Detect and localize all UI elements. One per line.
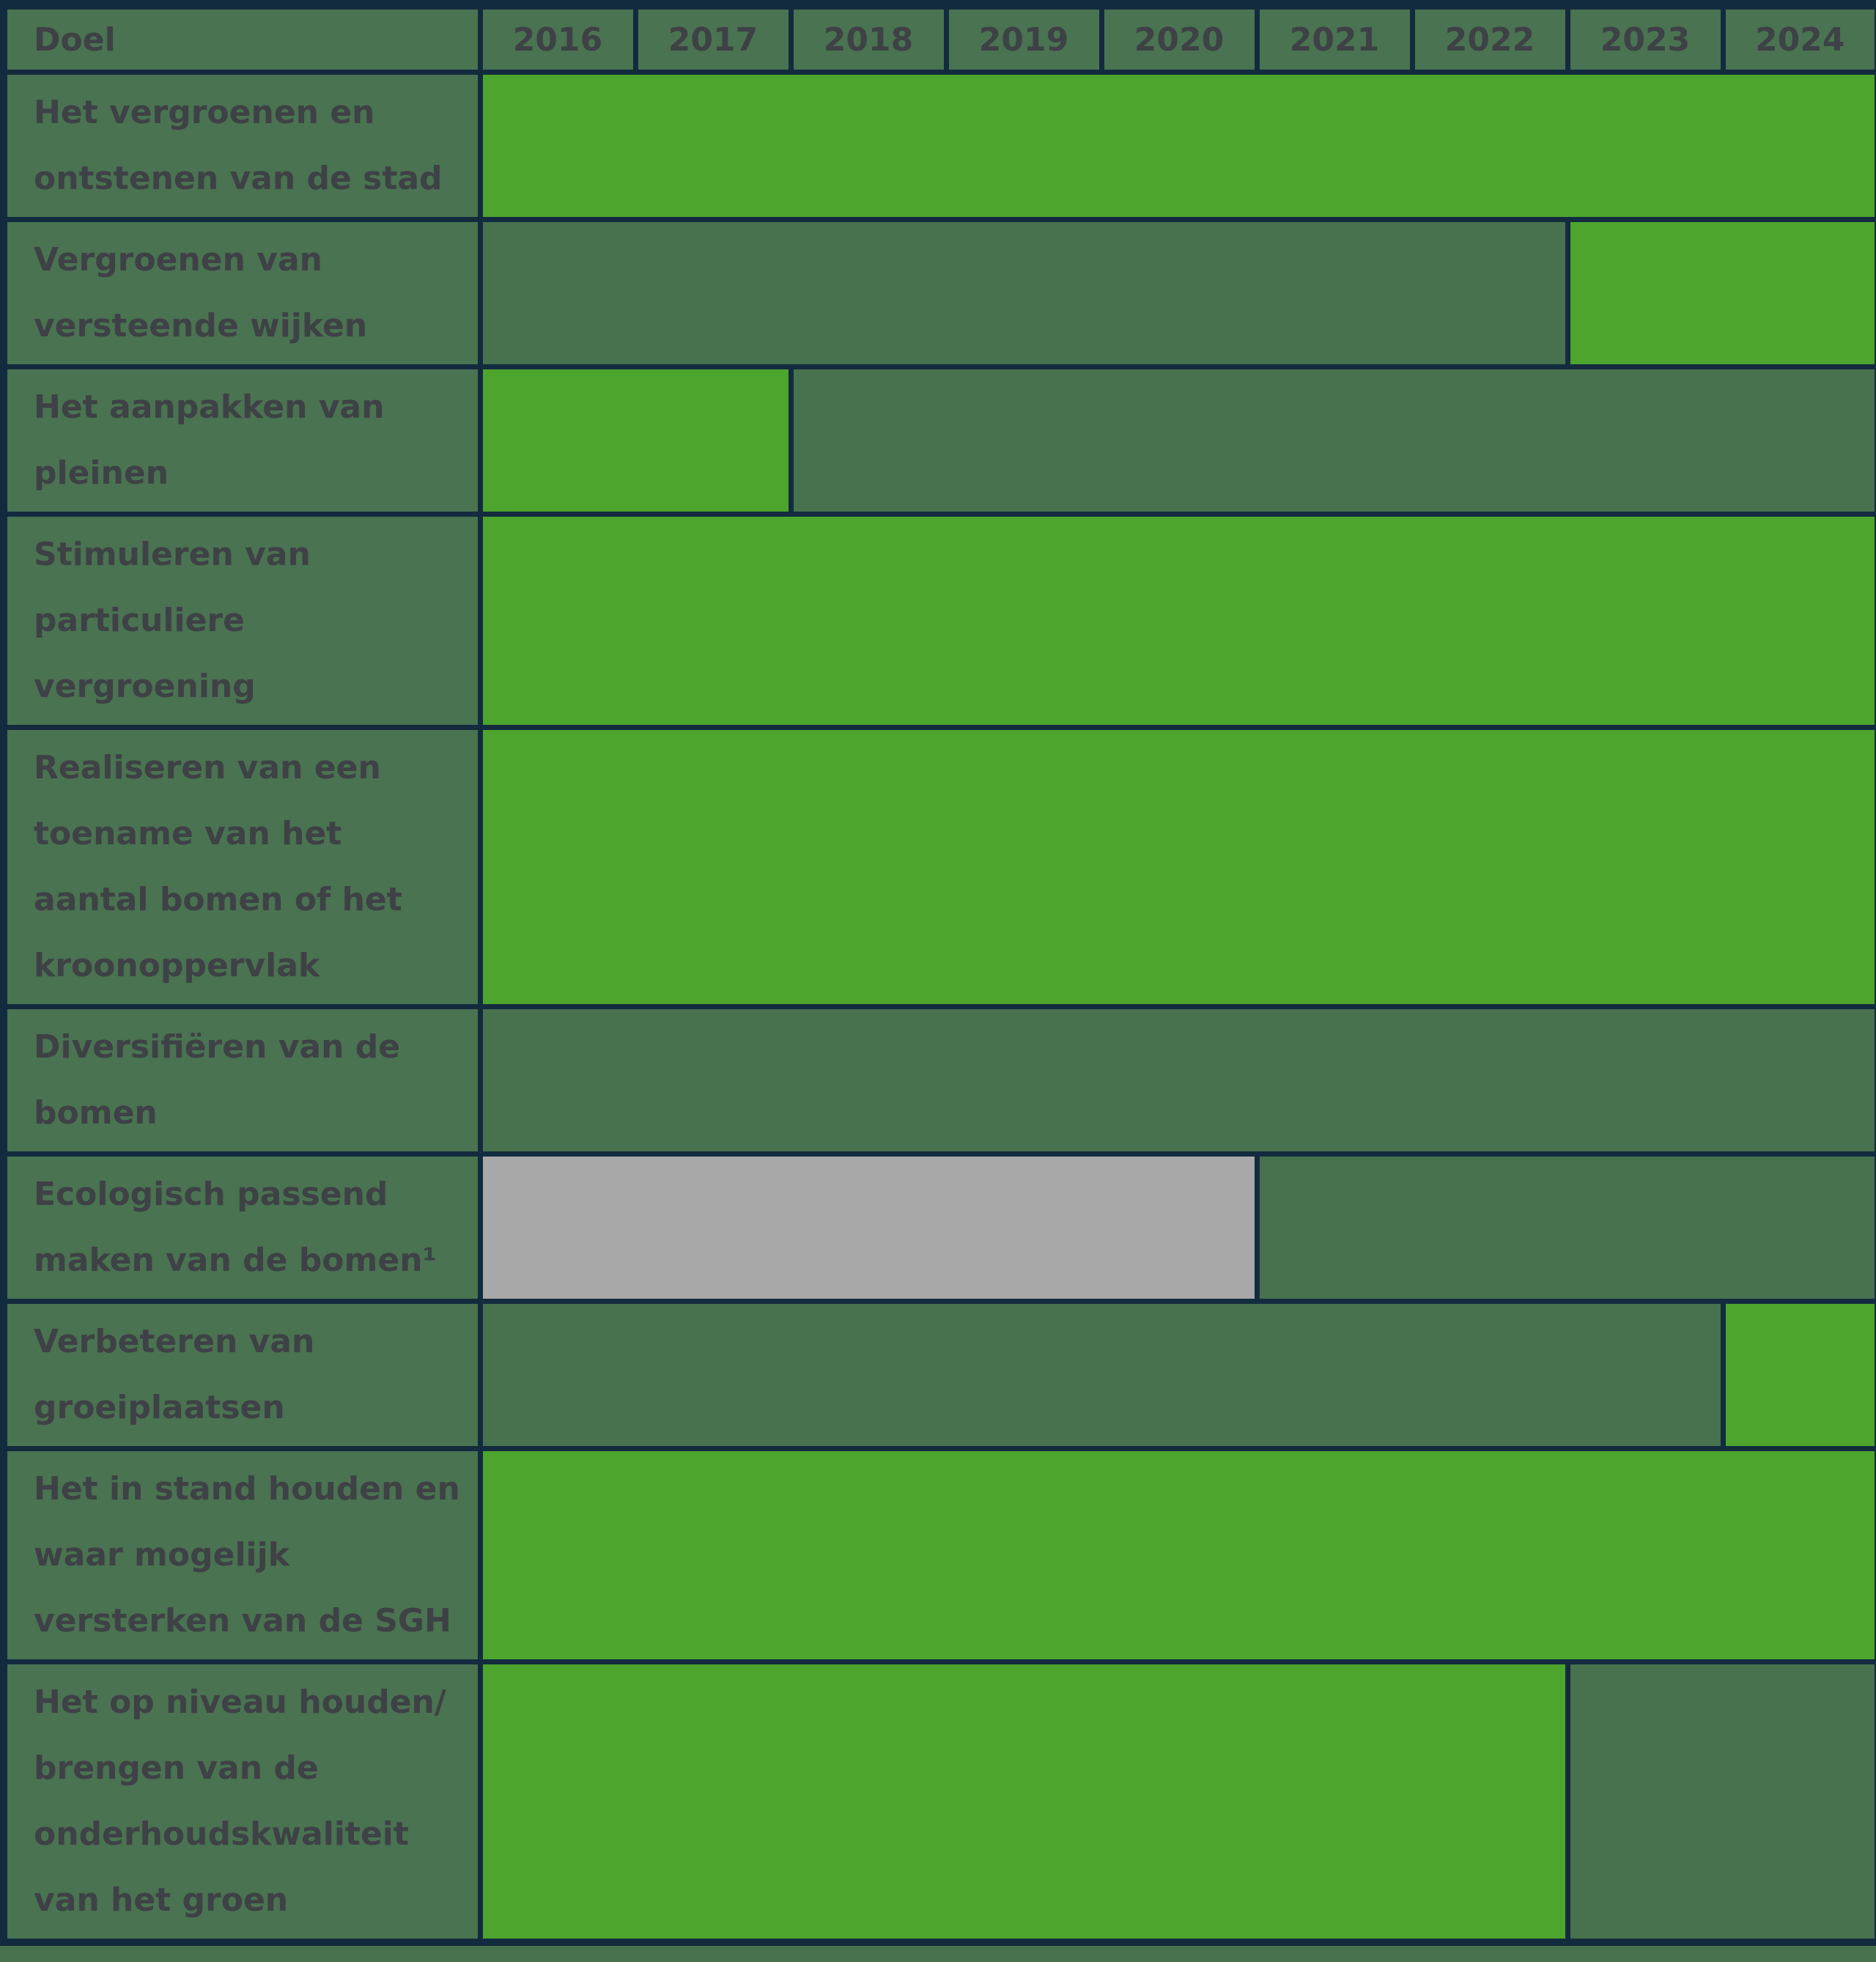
goal-row-2: Vergroenen van versteende wijken (1, 217, 1876, 369)
goal-row-7: Ecologisch passend maken van de bomen¹ (1, 1151, 1876, 1304)
goal-label-cell: Diversifiëren van de bomen (1, 1004, 483, 1157)
goal-row-3: Het aanpakken van pleinen (1, 364, 1876, 517)
header-cell-year-2024: 2024 (1720, 2, 1876, 75)
goal-row-1: Het vergroenen en ontstenen van de stad (1, 70, 1876, 222)
goal-label-cell: Stimuleren van particuliere vergroening (1, 512, 483, 730)
bar-segment-dark_green-2023-2024 (1565, 1659, 1876, 1945)
goal-label-cell: Realiseren van een toename van het aanta… (1, 725, 483, 1009)
header-cell-year-2018: 2018 (788, 2, 949, 75)
bar-segment-dark_green-2021-2024 (1254, 1151, 1876, 1304)
bar-segment-bright_green-2016-2022 (477, 1659, 1570, 1945)
goal-label-cell: Het in stand houden en waar mogelijk ver… (1, 1446, 483, 1664)
header-cell-year-2020: 2020 (1098, 2, 1260, 75)
goal-row-6: Diversifiëren van de bomen (1, 1004, 1876, 1157)
goal-row-4: Stimuleren van particuliere vergroening (1, 512, 1876, 730)
bar-segment-dark_green-2016-2023 (477, 1299, 1726, 1451)
bar-segment-bright_green-2016-2017 (477, 364, 794, 517)
bar-segment-bright_green-2016-2024 (477, 70, 1876, 222)
bottom-strip (0, 1946, 1876, 1962)
bar-segment-dark_green-2018-2024 (788, 364, 1876, 517)
header-cell-year-2023: 2023 (1565, 2, 1726, 75)
bar-segment-bright_green-2016-2024 (477, 512, 1876, 730)
header-cell-year-2016: 2016 (477, 2, 638, 75)
goal-label-cell: Vergroenen van versteende wijken (1, 217, 483, 369)
bar-segment-dark_green-2016-2022 (477, 217, 1570, 369)
bar-segment-bright_green-2024-2024 (1720, 1299, 1876, 1451)
goal-row-10: Het op niveau houden/ brengen van de ond… (1, 1659, 1876, 1945)
goal-row-8: Verbeteren van groeiplaatsen (1, 1299, 1876, 1451)
header-cell-year-2017: 2017 (632, 2, 794, 75)
goal-label-cell: Ecologisch passend maken van de bomen¹ (1, 1151, 483, 1304)
header-cell-doel: Doel (1, 2, 483, 75)
bar-segment-bright_green-2016-2024 (477, 725, 1876, 1009)
goal-row-5: Realiseren van een toename van het aanta… (1, 725, 1876, 1009)
header-cell-year-2019: 2019 (943, 2, 1104, 75)
bar-segment-bright_green-2023-2024 (1565, 217, 1876, 369)
header-cell-year-2021: 2021 (1254, 2, 1415, 75)
goal-row-9: Het in stand houden en waar mogelijk ver… (1, 1446, 1876, 1664)
bar-segment-dark_green-2016-2024 (477, 1004, 1876, 1157)
bar-segment-gray-2016-2020 (477, 1151, 1260, 1304)
goal-label-cell: Het op niveau houden/ brengen van de ond… (1, 1659, 483, 1945)
header-row: Doel 2016 2017 2018 2019 2020 2021 2022 2023 2024 (1, 2, 1876, 75)
goal-label-cell: Het aanpakken van pleinen (1, 364, 483, 517)
bar-segment-bright_green-2016-2024 (477, 1446, 1876, 1664)
header-cell-year-2022: 2022 (1409, 2, 1570, 75)
goal-label-cell: Verbeteren van groeiplaatsen (1, 1299, 483, 1451)
goal-label-cell: Het vergroenen en ontstenen van de stad (1, 70, 483, 222)
